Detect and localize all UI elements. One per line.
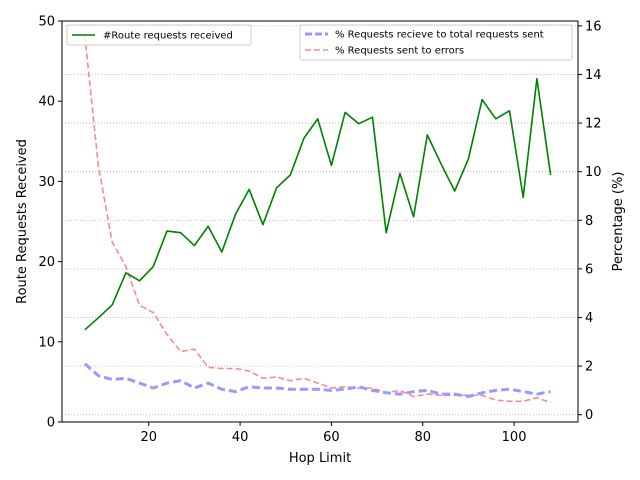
x-tick-label: 20: [140, 430, 157, 445]
grid-lines: [62, 25, 578, 416]
plot-frame: [61, 20, 579, 423]
x-axis-ticks: 20 40 60 80 100: [140, 422, 526, 445]
x-axis-title: Hop Limit: [289, 451, 351, 466]
x-tick-label: 40: [232, 430, 249, 445]
left-y-tick-label: 30: [38, 175, 55, 190]
left-y-tick-label: 10: [38, 335, 55, 350]
series-errors-line: [84, 35, 551, 404]
legend-left-label-route-requests: #Route requests received: [103, 31, 233, 42]
right-y-axis-title: Percentage (%): [611, 172, 626, 272]
right-y-tick-label: 16: [585, 19, 602, 34]
legend-right: % Requests recieve to total requests sen…: [299, 24, 573, 61]
right-y-tick-label: 14: [585, 68, 602, 83]
right-y-tick-label: 4: [585, 311, 593, 326]
legend-left-box: [66, 24, 252, 46]
left-y-tick-label: 20: [38, 255, 55, 270]
right-y-tick-label: 2: [585, 360, 593, 375]
left-y-axis-ticks: 0 10 20 30 40 50: [38, 15, 62, 431]
legend-right-label-receive-ratio: % Requests recieve to total requests sen…: [335, 30, 544, 41]
x-tick-label: 100: [502, 430, 527, 445]
left-y-tick-label: 50: [38, 15, 55, 30]
legend-left: #Route requests received: [66, 24, 252, 46]
series-route-requests-line: [84, 77, 552, 331]
series-receive-ratio-line: [83, 362, 551, 398]
right-y-tick-label: 6: [585, 262, 593, 277]
right-y-tick-label: 0: [585, 408, 593, 423]
right-y-tick-label: 10: [585, 165, 602, 180]
left-y-tick-label: 40: [38, 95, 55, 110]
x-tick-label: 60: [323, 430, 340, 445]
series-layer: [83, 35, 552, 404]
legend-right-label-errors: % Requests sent to errors: [335, 46, 464, 57]
legend-right-box: [299, 24, 573, 61]
right-y-tick-label: 12: [585, 117, 602, 132]
left-y-tick-label: 0: [47, 416, 55, 431]
right-y-tick-label: 8: [585, 214, 593, 229]
x-tick-label: 80: [414, 430, 431, 445]
right-y-axis-ticks: 0 2 4 6 8 10 12 14 16: [578, 19, 602, 423]
left-y-axis-title: Route Requests Received: [15, 139, 30, 304]
